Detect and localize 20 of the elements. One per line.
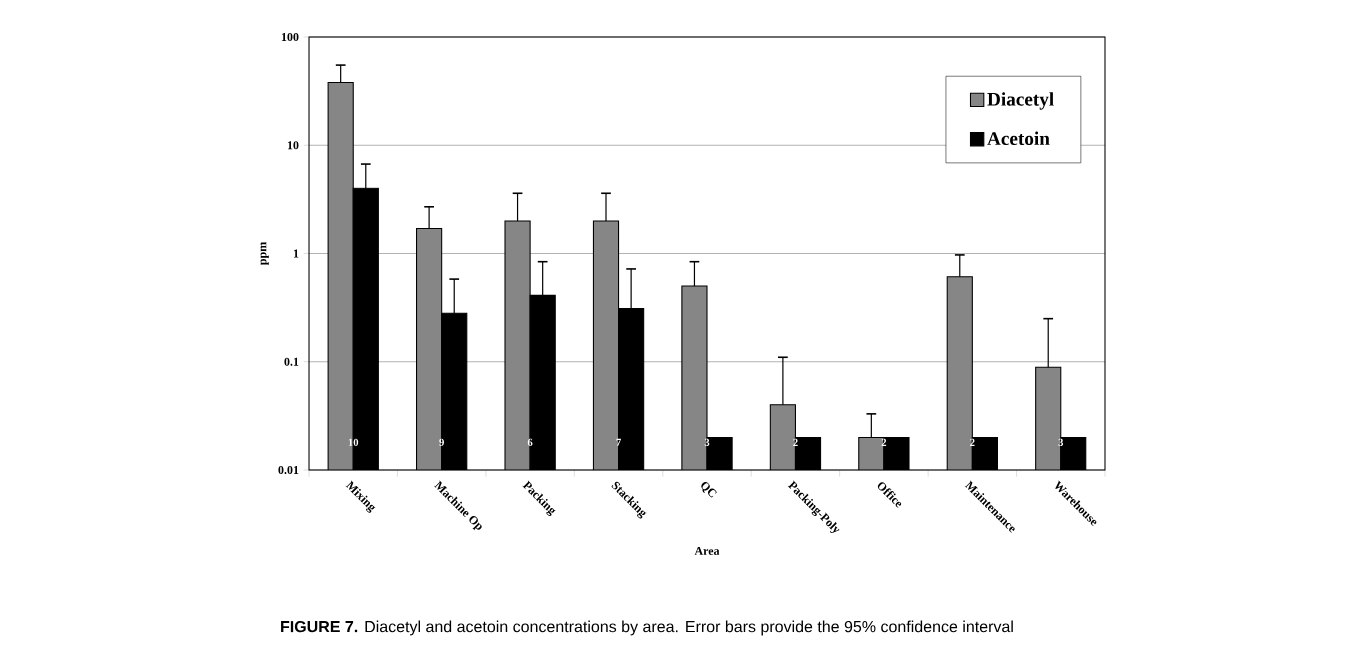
annotation: 2 (970, 438, 975, 446)
y-tick-label: 100 (281, 32, 299, 42)
y-tick-label: 1 (293, 249, 299, 258)
x-axis-title: Area (694, 546, 720, 555)
annotation: 2 (881, 438, 887, 446)
legend-label: Diacetyl (987, 92, 1054, 110)
x-tick-label: QC (701, 481, 717, 498)
y-tick-label: 0.1 (284, 357, 299, 366)
legend-label: Acetoin (987, 131, 1050, 146)
annotation: 9 (439, 438, 444, 446)
annotation: 10 (348, 438, 359, 446)
annotation: 6 (527, 438, 533, 446)
y-axis-title: ppm (260, 242, 269, 266)
annotation: 3 (704, 438, 710, 446)
y-tick-label: 0.01 (278, 465, 299, 475)
y-tick-label: 10 (287, 141, 299, 150)
annotation: 3 (1058, 438, 1064, 446)
text: FIGURE 7. Diacetyl and acetoin concentrations by area. Error bars provide the 95% confidence interval (281, 620, 1013, 636)
annotation: 7 (616, 438, 621, 446)
annotation: 2 (793, 438, 798, 446)
